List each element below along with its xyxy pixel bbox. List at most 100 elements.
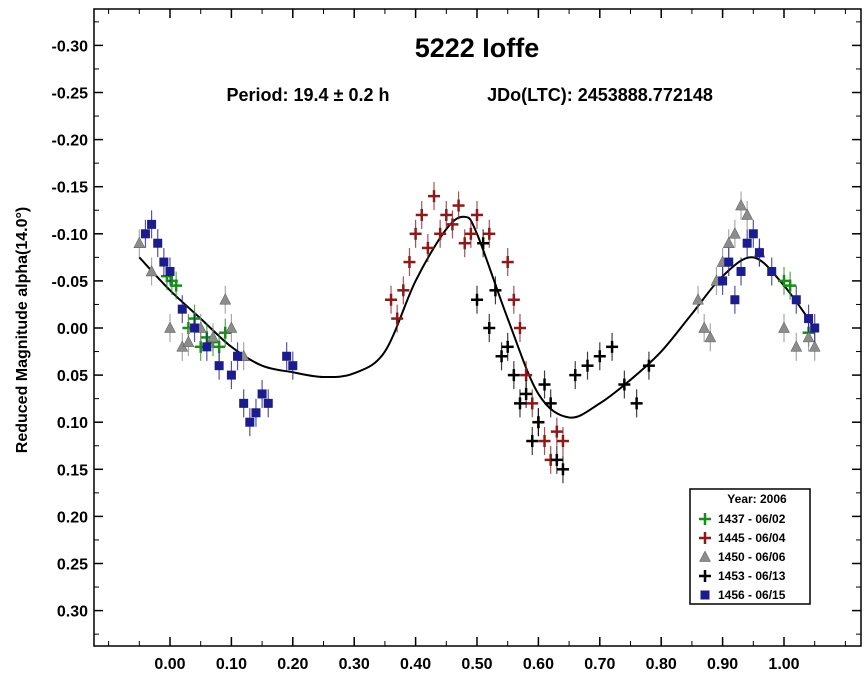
data-point — [207, 330, 219, 343]
data-point — [225, 321, 238, 333]
data-point — [495, 350, 508, 363]
data-point — [202, 342, 212, 352]
y-tick-label: -0.30 — [52, 38, 89, 55]
data-point — [735, 199, 747, 211]
data-point — [804, 314, 814, 324]
legend-label: 1445 - 06/04 — [718, 531, 786, 545]
data-point — [245, 417, 255, 427]
data-point — [748, 229, 758, 239]
data-point — [164, 321, 176, 333]
data-point — [153, 238, 163, 248]
data-point — [219, 293, 232, 305]
x-tick-label: 1.00 — [768, 656, 799, 673]
data-point — [718, 276, 728, 286]
data-point — [808, 340, 821, 352]
data-point — [544, 397, 557, 410]
y-axis: -0.30 -0.25 -0.20 -0.15 -0.10 -0.05 0.00 0.05 0.… — [52, 21, 861, 635]
data-point — [385, 293, 398, 306]
data-point — [538, 378, 551, 391]
data-point — [214, 361, 224, 371]
data-point — [513, 322, 526, 334]
data-point — [257, 389, 267, 399]
data-point — [263, 398, 273, 408]
data-point — [581, 359, 594, 372]
data-point — [556, 463, 569, 476]
y-tick-label: -0.05 — [52, 274, 89, 291]
data-point — [145, 264, 158, 277]
data-point — [403, 256, 416, 269]
data-point — [440, 208, 453, 221]
data-point — [741, 208, 754, 220]
data-point — [239, 398, 249, 408]
data-point — [736, 266, 746, 276]
data-point — [428, 190, 441, 203]
legend-marker — [699, 513, 711, 525]
data-point — [501, 256, 514, 269]
y-tick-label: 0.05 — [57, 368, 88, 385]
data-points — [133, 182, 821, 484]
fit-curve — [138, 215, 816, 419]
legend-marker — [699, 550, 711, 562]
data-point — [754, 248, 764, 258]
y-tick-label: 0.20 — [57, 509, 88, 526]
y-tick-label: 0.15 — [57, 462, 88, 479]
data-point — [704, 330, 717, 343]
y-tick-label: 0.00 — [57, 321, 88, 338]
y-tick-label: -0.10 — [52, 227, 89, 244]
data-point — [550, 453, 563, 466]
data-point — [507, 293, 520, 306]
data-point — [532, 416, 545, 429]
data-point — [593, 350, 606, 363]
legend: Year: 2006 1437 - 06/02 1445 - 06/04 1450 … — [689, 488, 811, 605]
data-point — [791, 295, 801, 305]
data-point — [698, 321, 711, 333]
data-point — [409, 227, 422, 240]
data-point — [724, 257, 734, 267]
x-tick-label: 0.50 — [461, 656, 492, 673]
data-point — [397, 284, 410, 297]
data-point — [140, 229, 150, 239]
data-point — [507, 369, 520, 382]
data-point — [213, 340, 226, 353]
data-point — [520, 369, 533, 382]
data-point — [159, 257, 169, 267]
data-point — [784, 279, 797, 292]
data-point — [182, 335, 195, 347]
data-point — [434, 227, 447, 240]
data-point — [165, 266, 175, 276]
data-point — [458, 237, 471, 250]
data-point — [722, 236, 735, 248]
data-point — [692, 293, 704, 305]
x-tick-label: 0.90 — [707, 656, 738, 673]
data-point — [778, 321, 790, 333]
data-point — [471, 293, 483, 306]
data-point — [526, 397, 539, 410]
epoch-label: JDo(LTC): 2453888.772148 — [487, 85, 713, 105]
legend-title: Year: 2006 — [727, 492, 787, 506]
data-point — [464, 227, 477, 240]
data-point — [778, 274, 790, 287]
data-point — [251, 408, 261, 418]
legend-label: 1456 - 06/15 — [718, 588, 786, 602]
x-tick-label: 0.00 — [154, 656, 185, 673]
legend-box — [689, 488, 811, 605]
y-tick-label: 0.30 — [57, 604, 88, 621]
y-tick-label: 0.10 — [57, 415, 88, 432]
data-point — [147, 219, 157, 229]
data-point — [790, 340, 803, 352]
data-point — [606, 340, 619, 353]
data-point — [415, 208, 428, 221]
x-tick-label: 0.80 — [646, 656, 677, 673]
data-point — [288, 361, 298, 371]
data-point — [391, 312, 404, 325]
data-point — [226, 370, 236, 380]
chart-title: 5222 Ioffe — [415, 33, 540, 63]
legend-label: 1450 - 06/06 — [718, 550, 786, 564]
data-point — [728, 227, 741, 239]
y-axis-label: Reduced Magnitude alpha(14.0°) — [14, 207, 31, 453]
legend-marker — [700, 590, 710, 600]
data-point — [282, 351, 292, 361]
data-point — [526, 435, 539, 448]
data-point — [810, 323, 820, 333]
x-tick-label: 0.20 — [277, 656, 308, 673]
